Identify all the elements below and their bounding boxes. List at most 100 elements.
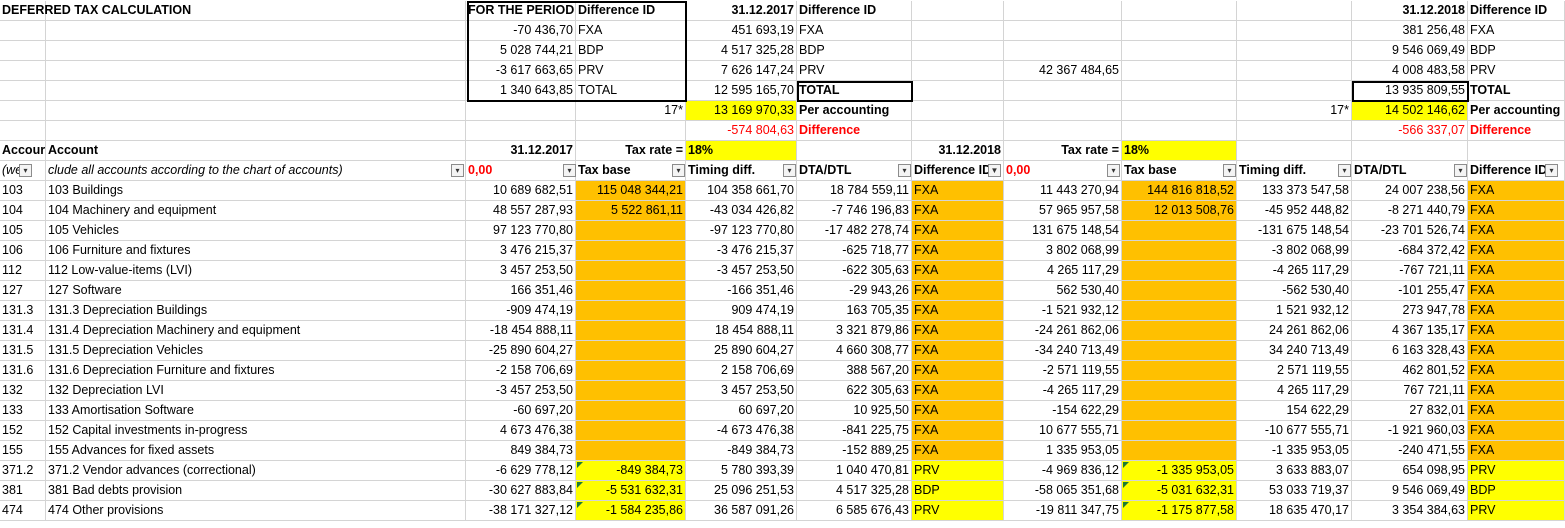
value-2017[interactable]: 4 517 325,28 [686, 41, 797, 61]
value-2017[interactable]: 451 693,19 [686, 21, 797, 41]
cell-i5[interactable] [1122, 81, 1237, 101]
account-code[interactable]: 131.3 [0, 301, 46, 321]
cell-i1[interactable] [1122, 1, 1237, 21]
cell-g7[interactable] [912, 121, 1004, 141]
account-code[interactable]: 103 [0, 181, 46, 201]
difference-id-2018[interactable]: FXA [1468, 201, 1565, 221]
id-2017[interactable]: PRV [797, 61, 912, 81]
diff-id-2017-header[interactable]: Difference ID [797, 1, 912, 21]
cell-j4[interactable] [1237, 61, 1352, 81]
cell-j7[interactable] [1237, 121, 1352, 141]
id-2018[interactable]: FXA [1468, 21, 1565, 41]
value-2018[interactable]: -19 811 347,75 [1004, 501, 1122, 521]
dta-dtl-2018[interactable]: -1 921 960,03 [1352, 421, 1468, 441]
col-tax-base-2017[interactable]: Tax base [576, 161, 686, 181]
account-name[interactable]: 104 Machinery and equipment [46, 201, 466, 221]
tax-base-2018[interactable]: -5 031 632,31 [1122, 481, 1237, 501]
period-diff-id-header[interactable]: Difference ID [576, 1, 686, 21]
mark-2018[interactable]: 17* [1237, 101, 1352, 121]
dta-dtl-2017[interactable]: 622 305,63 [797, 381, 912, 401]
value-2017[interactable]: -25 890 604,27 [466, 341, 576, 361]
account-name[interactable]: 127 Software [46, 281, 466, 301]
dta-dtl-2018[interactable]: 654 098,95 [1352, 461, 1468, 481]
account-name[interactable]: 155 Advances for fixed assets [46, 441, 466, 461]
tax-base-2017[interactable] [576, 341, 686, 361]
timing-diff-2018[interactable]: -131 675 148,54 [1237, 221, 1352, 241]
difference-id-2017[interactable]: FXA [912, 201, 1004, 221]
id-2018[interactable]: TOTAL [1468, 81, 1565, 101]
date-2017-header[interactable]: 31.12.2017 [686, 1, 797, 21]
cell-j8[interactable] [1237, 141, 1352, 161]
period-id[interactable]: FXA [576, 21, 686, 41]
difference-id-2017[interactable]: FXA [912, 361, 1004, 381]
value-2017[interactable]: 10 689 682,51 [466, 181, 576, 201]
cell-i7[interactable] [1122, 121, 1237, 141]
tax-rate-2017[interactable]: 18% [686, 141, 797, 161]
cell-h2[interactable] [1004, 21, 1122, 41]
value-2018[interactable]: -154 622,29 [1004, 401, 1122, 421]
value-2018[interactable]: 4 008 483,58 [1352, 61, 1468, 81]
difference-label-2017[interactable]: Difference [797, 121, 912, 141]
col-difference-2017[interactable]: Difference ID [912, 161, 1004, 181]
difference-id-2018[interactable]: FXA [1468, 321, 1565, 341]
tax-base-2017[interactable]: -5 531 632,31 [576, 481, 686, 501]
date-2018-header[interactable]: 31.12.2018 [1352, 1, 1468, 21]
account-code[interactable]: 132 [0, 381, 46, 401]
timing-diff-2018[interactable]: 133 373 547,58 [1237, 181, 1352, 201]
tax-base-2018[interactable]: 144 816 818,52 [1122, 181, 1237, 201]
account-name[interactable]: 105 Vehicles [46, 221, 466, 241]
account-code[interactable]: 381 [0, 481, 46, 501]
cell-g2[interactable] [912, 21, 1004, 41]
value-2018[interactable]: -1 521 932,12 [1004, 301, 1122, 321]
value-2017[interactable]: 4 673 476,38 [466, 421, 576, 441]
dta-dtl-2017[interactable]: 6 585 676,43 [797, 501, 912, 521]
timing-diff-2017[interactable]: 36 587 091,26 [686, 501, 797, 521]
difference-id-2017[interactable]: FXA [912, 281, 1004, 301]
cell-a6[interactable] [0, 101, 46, 121]
difference-id-2018[interactable]: PRV [1468, 461, 1565, 481]
period-id[interactable]: TOTAL [576, 81, 686, 101]
difference-id-2018[interactable]: FXA [1468, 181, 1565, 201]
tax-base-2017[interactable] [576, 261, 686, 281]
difference-id-2017[interactable]: FXA [912, 441, 1004, 461]
id-2017[interactable]: TOTAL [797, 81, 912, 101]
account-name[interactable]: 131.4 Depreciation Machinery and equipme… [46, 321, 466, 341]
value-2018[interactable]: 11 443 270,94 [1004, 181, 1122, 201]
tax-base-2018[interactable] [1122, 361, 1237, 381]
timing-diff-2018[interactable]: -562 530,40 [1237, 281, 1352, 301]
period-value[interactable]: 5 028 744,21 [466, 41, 576, 61]
value-2018[interactable]: -4 265 117,29 [1004, 381, 1122, 401]
timing-diff-2017[interactable]: 3 457 253,50 [686, 381, 797, 401]
period-value[interactable]: 1 340 643,85 [466, 81, 576, 101]
cell-b4[interactable] [46, 61, 466, 81]
difference-2018[interactable]: -566 337,07 [1352, 121, 1468, 141]
timing-diff-2017[interactable]: 25 890 604,27 [686, 341, 797, 361]
timing-diff-2017[interactable]: -3 476 215,37 [686, 241, 797, 261]
value-2018[interactable]: 3 802 068,99 [1004, 241, 1122, 261]
per-accounting-label-2018[interactable]: Per accounting [1468, 101, 1565, 121]
account-name[interactable]: 112 Low-value-items (LVI) [46, 261, 466, 281]
difference-id-2018[interactable]: FXA [1468, 341, 1565, 361]
tax-base-2018[interactable]: -1 175 877,58 [1122, 501, 1237, 521]
value-2018[interactable]: -58 065 351,68 [1004, 481, 1122, 501]
timing-diff-2017[interactable]: 60 697,20 [686, 401, 797, 421]
difference-id-2018[interactable]: FXA [1468, 381, 1565, 401]
value-2017[interactable]: 12 595 165,70 [686, 81, 797, 101]
dta-dtl-2017[interactable]: -7 746 196,83 [797, 201, 912, 221]
dta-dtl-2017[interactable]: -17 482 278,74 [797, 221, 912, 241]
dta-dtl-2017[interactable]: 3 321 879,86 [797, 321, 912, 341]
account-name[interactable]: 132 Depreciation LVI [46, 381, 466, 401]
timing-diff-2018[interactable]: 24 261 862,06 [1237, 321, 1352, 341]
account-code[interactable]: 112 [0, 261, 46, 281]
account-name[interactable]: 133 Amortisation Software [46, 401, 466, 421]
filter-dropdown-icon[interactable]: ▾ [19, 164, 32, 177]
tax-base-2017[interactable]: 115 048 344,21 [576, 181, 686, 201]
cell-j2[interactable] [1237, 21, 1352, 41]
difference-id-2018[interactable]: FXA [1468, 301, 1565, 321]
timing-diff-2018[interactable]: 2 571 119,55 [1237, 361, 1352, 381]
timing-diff-2018[interactable]: -45 952 448,82 [1237, 201, 1352, 221]
cell-i6[interactable] [1122, 101, 1237, 121]
value-2018[interactable]: 9 546 069,49 [1352, 41, 1468, 61]
filter-dropdown-icon[interactable]: ▾ [783, 164, 796, 177]
cell-j1[interactable] [1237, 1, 1352, 21]
